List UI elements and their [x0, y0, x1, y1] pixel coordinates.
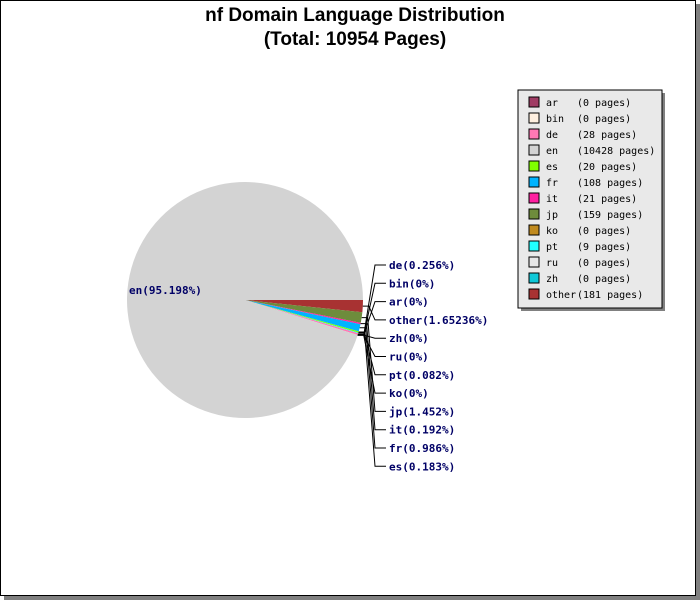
pie-slices [127, 181, 363, 418]
legend-swatch-de [528, 128, 540, 140]
slice-label-pt: pt(0.082%) [389, 369, 455, 382]
slice-label-it: it(0.192%) [389, 424, 455, 437]
leader-line-fr [359, 327, 386, 449]
legend-count-it: (21 pages) [577, 194, 637, 205]
leader-line-es [358, 331, 386, 467]
legend-count-zh: (0 pages) [577, 274, 631, 285]
pie-slice-es [245, 300, 359, 333]
leader-line-jp [361, 317, 386, 412]
legend-name-pt: pt [546, 242, 558, 253]
legend-count-pt: (9 pages) [577, 242, 631, 253]
slice-label-en: en(95.198%) [129, 284, 202, 297]
legend-name-jp: jp [546, 210, 558, 221]
pie-slice-jp [245, 300, 363, 323]
chart-title: nf Domain Language Distribution [205, 5, 505, 26]
legend-count-bin: (0 pages) [577, 114, 631, 125]
legend-name-de: de [546, 130, 558, 141]
legend-swatch-es [528, 160, 540, 172]
slice-label-other: other(1.65236%) [389, 314, 488, 327]
legend-count-es: (20 pages) [577, 162, 637, 173]
slice-label-ko: ko(0%) [389, 387, 429, 400]
legend-name-bin: bin [546, 114, 564, 125]
slice-labels: en(95.198%) de(0.256%) bin(0%) ar(0%) other(… [129, 259, 488, 473]
legend-swatch-fr [528, 176, 540, 188]
pie-slice-pt [245, 300, 359, 334]
slice-label-de: de(0.256%) [389, 259, 455, 272]
pie-slice-en [127, 181, 363, 418]
slice-label-es: es(0.183%) [389, 460, 455, 473]
legend-swatch-en [528, 144, 540, 156]
leader-lines [357, 264, 386, 467]
legend-count-de: (28 pages) [577, 130, 637, 141]
legend-count-en: (10428 pages) [577, 146, 655, 157]
legend-name-es: es [546, 162, 558, 173]
legend-swatch-it [528, 192, 540, 204]
slice-label-bin: bin(0%) [389, 277, 435, 290]
legend-name-ar: ar [546, 98, 558, 109]
slice-label-ru: ru(0%) [389, 351, 429, 364]
legend-count-jp: (159 pages) [577, 210, 643, 221]
legend-name-other: other [546, 290, 576, 301]
legend-name-zh: zh [546, 274, 558, 285]
leader-line-other [362, 305, 386, 321]
slice-label-jp: jp(1.452%) [389, 405, 455, 418]
legend-swatch-pt [528, 240, 540, 252]
pie-slice-fr [245, 300, 361, 332]
legend-box [517, 89, 663, 309]
chart-subtitle: (Total: 10954 Pages) [263, 29, 447, 50]
legend-swatch-other [528, 288, 540, 300]
chart-title-block: nf Domain Language Distribution (Total: … [0, 4, 700, 52]
legend-swatch-ar [528, 96, 540, 108]
legend-count-ko: (0 pages) [577, 226, 631, 237]
legend-swatch-jp [528, 208, 540, 220]
legend-count-fr: (108 pages) [577, 178, 643, 189]
legend-swatch-zh [528, 272, 540, 284]
leader-line-it [360, 323, 386, 431]
pie-slice-other [245, 300, 363, 313]
leader-line-de [357, 264, 386, 335]
legend-count-ar: (0 pages) [577, 98, 631, 109]
legend-swatch-bin [528, 112, 540, 124]
legend-swatch-ru [528, 256, 540, 268]
legend-name-it: it [546, 194, 558, 205]
legend-count-ru: (0 pages) [577, 258, 631, 269]
pie-slice-it [245, 300, 361, 325]
legend-name-en: en [546, 146, 558, 157]
pie-slice-de [245, 300, 359, 336]
legend-count-other: (181 pages) [577, 290, 643, 301]
slice-label-ar: ar(0%) [389, 296, 429, 309]
legend-name-ko: ko [546, 226, 558, 237]
legend-name-fr: fr [546, 178, 558, 189]
slice-label-zh: zh(0%) [389, 332, 429, 345]
legend-name-ru: ru [546, 258, 558, 269]
leader-line-pt [358, 332, 386, 376]
legend-swatch-ko [528, 224, 540, 236]
slice-label-fr: fr(0.986%) [389, 442, 455, 455]
legend: ar (0 pages) bin (0 pages) de (28 pages) en (10… [517, 89, 665, 311]
